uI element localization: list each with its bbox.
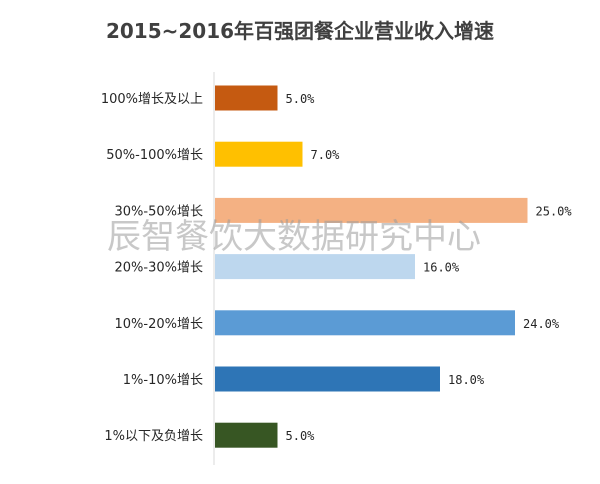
data-label: 18.0% (448, 373, 485, 387)
data-label: 24.0% (523, 317, 560, 331)
watermark: 辰智餐饮大数据研究中心 (107, 217, 481, 257)
category-label: 30%-50%增长 (115, 204, 203, 219)
bar (215, 254, 415, 280)
category-label: 20%-30%增长 (115, 261, 203, 276)
bar (215, 85, 278, 111)
bar (215, 197, 528, 223)
bar (215, 310, 515, 336)
category-label: 100%增长及以上 (101, 92, 203, 107)
chart-title: 2015~2016年百强团餐企业营业收入增速 (106, 19, 494, 43)
category-label: 50%-100%增长 (106, 148, 203, 163)
data-label: 5.0% (286, 429, 316, 443)
bar (215, 366, 440, 392)
data-label: 25.0% (536, 204, 573, 218)
bars-layer: 100%增长及以上 5.0% 50%-100%增长 7.0% 30%-50%增长 25.0… (101, 85, 573, 448)
data-label: 16.0% (423, 261, 460, 275)
data-label: 7.0% (311, 148, 341, 162)
category-label: 1%以下及负增长 (104, 429, 203, 444)
bar (215, 141, 303, 167)
bar (215, 422, 278, 448)
category-label: 10%-20%增长 (115, 317, 203, 332)
data-label: 5.0% (286, 92, 316, 106)
category-label: 1%-10%增长 (123, 373, 203, 388)
